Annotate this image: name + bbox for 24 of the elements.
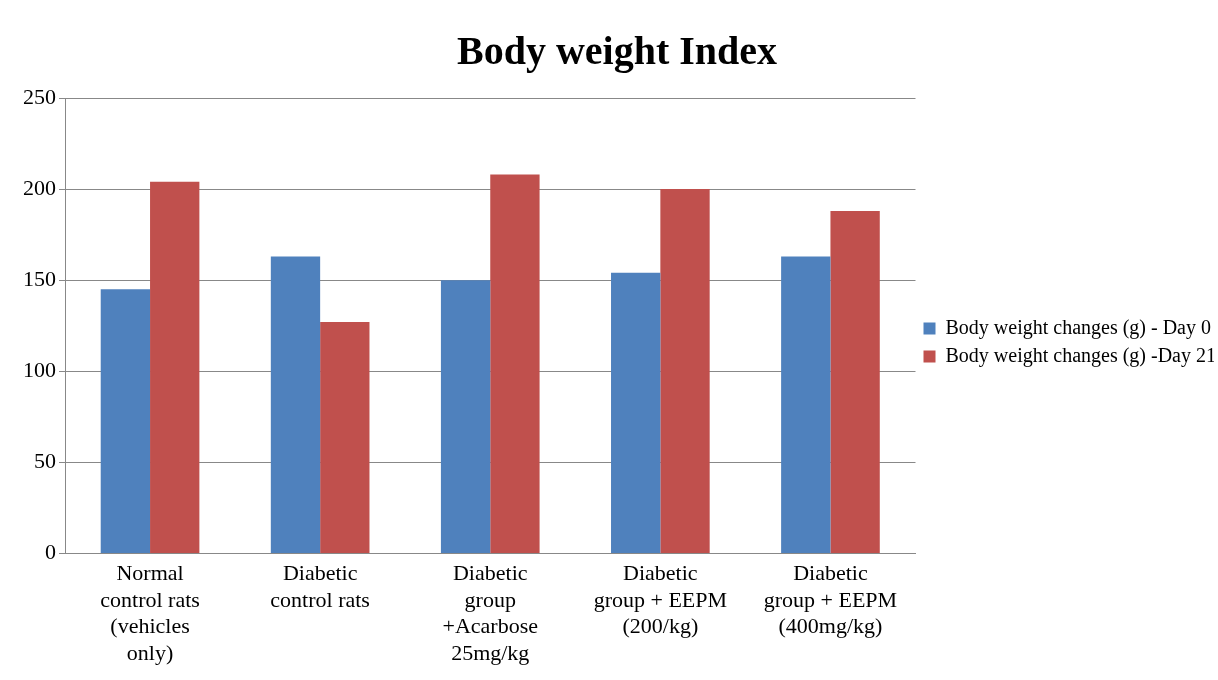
bar [320,322,370,553]
bar [440,280,491,553]
x-tick-label: Diabetic group + EEPM (200/kg) [593,560,728,639]
chart-title: Body weight Index [456,28,778,74]
x-tick-label: Diabetic group +Acarbose 25mg/kg [442,560,538,665]
bar [150,181,200,553]
legend-label: Body weight changes (g) - Day 0 [945,315,1211,339]
x-tick-label: Normal control rats (vehicles only) [100,560,200,665]
legend-label: Body weight changes (g) -Day 21 [945,343,1216,367]
y-tick-label: 150 [23,265,56,291]
x-tick-label: Diabetic group + EEPM (400mg/kg) [763,560,898,639]
bar [660,189,710,553]
y-tick-label: 50 [34,448,56,474]
bar [270,256,321,553]
bar [100,289,151,553]
bar [611,272,661,553]
bar [781,256,831,553]
y-tick-label: 0 [45,539,56,565]
bar [490,174,540,553]
y-tick-label: 100 [23,357,56,383]
y-tick-label: 250 [23,83,56,109]
bar [830,210,880,553]
y-tick-label: 200 [23,174,56,200]
x-tick-label: Diabetic control rats [270,560,370,612]
